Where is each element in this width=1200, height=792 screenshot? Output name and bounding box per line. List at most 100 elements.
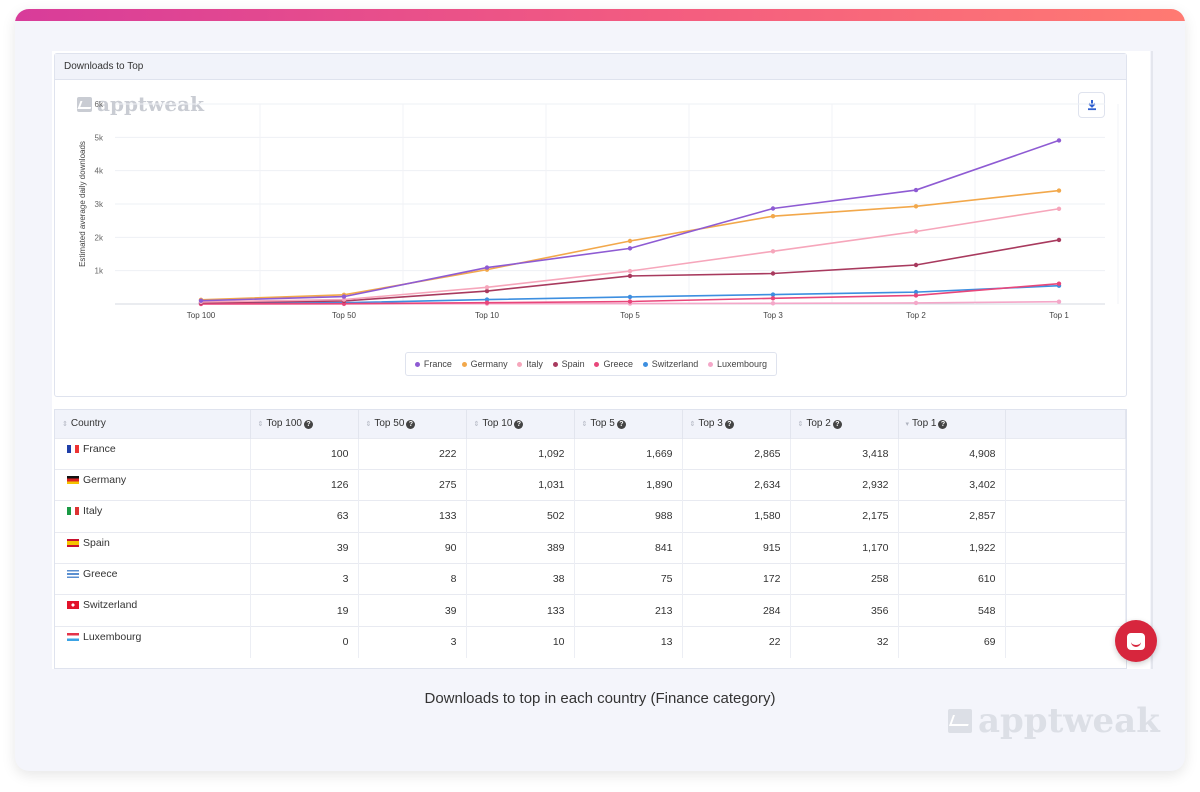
legend-label: Switzerland bbox=[651, 359, 699, 369]
y-tick-label: 3k bbox=[95, 200, 104, 209]
data-point-spain bbox=[1056, 237, 1062, 243]
value-cell: 1,170 bbox=[790, 531, 899, 564]
legend-item-spain[interactable]: Spain bbox=[552, 359, 585, 369]
help-icon[interactable]: ? bbox=[514, 420, 524, 430]
footer-logo-text: apptweak bbox=[978, 701, 1160, 741]
column-header-top-5[interactable]: ⇕ Top 5? bbox=[574, 410, 683, 438]
legend-marker bbox=[594, 361, 600, 367]
x-tick-label: Top 5 bbox=[620, 311, 640, 320]
value-cell: 915 bbox=[682, 531, 791, 564]
legend-item-italy[interactable]: Italy bbox=[517, 359, 543, 369]
y-tick-label: 4k bbox=[95, 167, 104, 176]
value-cell: 284 bbox=[682, 594, 791, 627]
data-point-germany bbox=[770, 214, 776, 219]
column-header-top-2[interactable]: ⇕ Top 2? bbox=[790, 410, 899, 438]
value-cell: 1,669 bbox=[574, 437, 683, 470]
apptweak-footer-logo: apptweak bbox=[948, 701, 1160, 741]
legend-marker bbox=[552, 361, 558, 367]
flag-france-icon bbox=[67, 444, 79, 453]
country-cell: Switzerland bbox=[55, 594, 251, 627]
data-point-france bbox=[1056, 138, 1062, 143]
sort-icon: ⇕ bbox=[473, 421, 480, 429]
column-header-top-50[interactable]: ⇕ Top 50? bbox=[358, 410, 467, 438]
value-cell: 39 bbox=[358, 594, 467, 627]
value-cell: 90 bbox=[358, 531, 467, 564]
figure-caption: Downloads to top in each country (Financ… bbox=[424, 690, 776, 707]
value-cell: 13 bbox=[574, 625, 683, 658]
value-cell: 4,908 bbox=[898, 437, 1006, 470]
series-line-italy bbox=[200, 207, 1060, 303]
help-icon[interactable]: ? bbox=[938, 420, 948, 430]
y-tick-label: 6k bbox=[95, 100, 104, 109]
data-point-greece bbox=[1056, 281, 1062, 286]
legend-item-switzerland[interactable]: Switzerland bbox=[642, 359, 699, 369]
data-point-greece bbox=[770, 296, 776, 301]
value-cell: 1,031 bbox=[466, 468, 575, 501]
legend-item-greece[interactable]: Greece bbox=[594, 359, 633, 369]
x-tick-label: Top 1 bbox=[1049, 311, 1069, 320]
data-point-spain bbox=[770, 271, 776, 276]
data-point-greece bbox=[627, 299, 633, 304]
data-point-luxembourg bbox=[913, 300, 919, 306]
column-header-label: Top 50 bbox=[374, 418, 405, 430]
value-cell: 22 bbox=[682, 625, 791, 658]
chart-panel: Downloads to Top apptweak 1k 2k 3k 4k 5k 6k Es… bbox=[54, 53, 1127, 397]
value-cell: 39 bbox=[250, 531, 359, 564]
value-cell: 38 bbox=[466, 563, 575, 595]
chat-icon bbox=[1127, 632, 1145, 650]
data-point-germany bbox=[913, 204, 919, 209]
legend-label: Italy bbox=[526, 359, 543, 369]
sort-icon: ⇕ bbox=[581, 421, 588, 429]
data-point-switzerland bbox=[627, 294, 633, 300]
help-icon[interactable]: ? bbox=[406, 420, 416, 430]
country-name: Germany bbox=[83, 473, 127, 486]
column-header-top-10[interactable]: ⇕ Top 10? bbox=[466, 410, 575, 438]
sort-icon: ⇕ bbox=[257, 421, 264, 429]
column-header-label: Top 10 bbox=[482, 418, 513, 430]
data-point-italy bbox=[770, 249, 776, 254]
value-cell: 389 bbox=[466, 531, 575, 564]
flag-luxembourg-icon bbox=[67, 632, 79, 641]
data-point-italy bbox=[913, 229, 919, 234]
country-cell: Greece bbox=[55, 563, 251, 595]
help-icon[interactable]: ? bbox=[616, 420, 626, 430]
legend-marker bbox=[461, 361, 467, 367]
value-cell: 2,857 bbox=[898, 500, 1006, 533]
data-point-italy bbox=[627, 268, 633, 274]
value-cell: 213 bbox=[574, 594, 683, 627]
data-point-germany bbox=[1056, 188, 1062, 193]
chat-button[interactable] bbox=[1115, 620, 1157, 662]
column-header-top-1[interactable]: ▾ Top 1? bbox=[898, 410, 1006, 438]
slide-card: Downloads to Top apptweak 1k 2k 3k 4k 5k 6k Es… bbox=[15, 9, 1185, 771]
column-header-label: Top 5 bbox=[590, 418, 615, 430]
x-tick-label: Top 50 bbox=[332, 311, 357, 320]
column-header-country[interactable]: ⇕ Country bbox=[55, 410, 251, 438]
value-cell: 988 bbox=[574, 500, 683, 533]
empty-cell bbox=[1005, 500, 1126, 533]
column-header-top-100[interactable]: ⇕ Top 100? bbox=[250, 410, 359, 438]
sort-icon: ⇕ bbox=[62, 421, 68, 429]
table-row: France 100 222 1,092 1,669 2,865 3,418 4,908 bbox=[55, 437, 1126, 470]
data-point-luxembourg bbox=[770, 301, 776, 306]
value-cell: 10 bbox=[466, 625, 575, 658]
value-cell: 1,092 bbox=[466, 437, 575, 470]
legend-item-luxembourg[interactable]: Luxembourg bbox=[708, 359, 767, 369]
scrollbar-track bbox=[1151, 51, 1153, 669]
legend-item-france[interactable]: France bbox=[414, 359, 452, 369]
data-point-germany bbox=[627, 238, 633, 244]
column-header-top-3[interactable]: ⇕ Top 3? bbox=[682, 410, 791, 438]
y-axis-label: Estimated average daily downloads bbox=[78, 141, 87, 267]
help-icon[interactable]: ? bbox=[724, 420, 734, 430]
x-tick-label: Top 10 bbox=[475, 311, 500, 320]
legend-label: Luxembourg bbox=[717, 359, 768, 369]
table-row: Spain 39 90 389 841 915 1,170 1,922 bbox=[55, 531, 1126, 564]
legend-item-germany[interactable]: Germany bbox=[461, 359, 508, 369]
legend-marker bbox=[414, 361, 420, 367]
help-icon[interactable]: ? bbox=[832, 420, 842, 430]
data-point-france bbox=[913, 187, 919, 193]
apptweak-footer-logo-icon bbox=[948, 709, 972, 733]
data-point-switzerland bbox=[770, 292, 776, 297]
flag-switzerland-icon bbox=[67, 601, 79, 610]
help-icon[interactable]: ? bbox=[303, 420, 313, 430]
value-cell: 63 bbox=[250, 500, 359, 533]
